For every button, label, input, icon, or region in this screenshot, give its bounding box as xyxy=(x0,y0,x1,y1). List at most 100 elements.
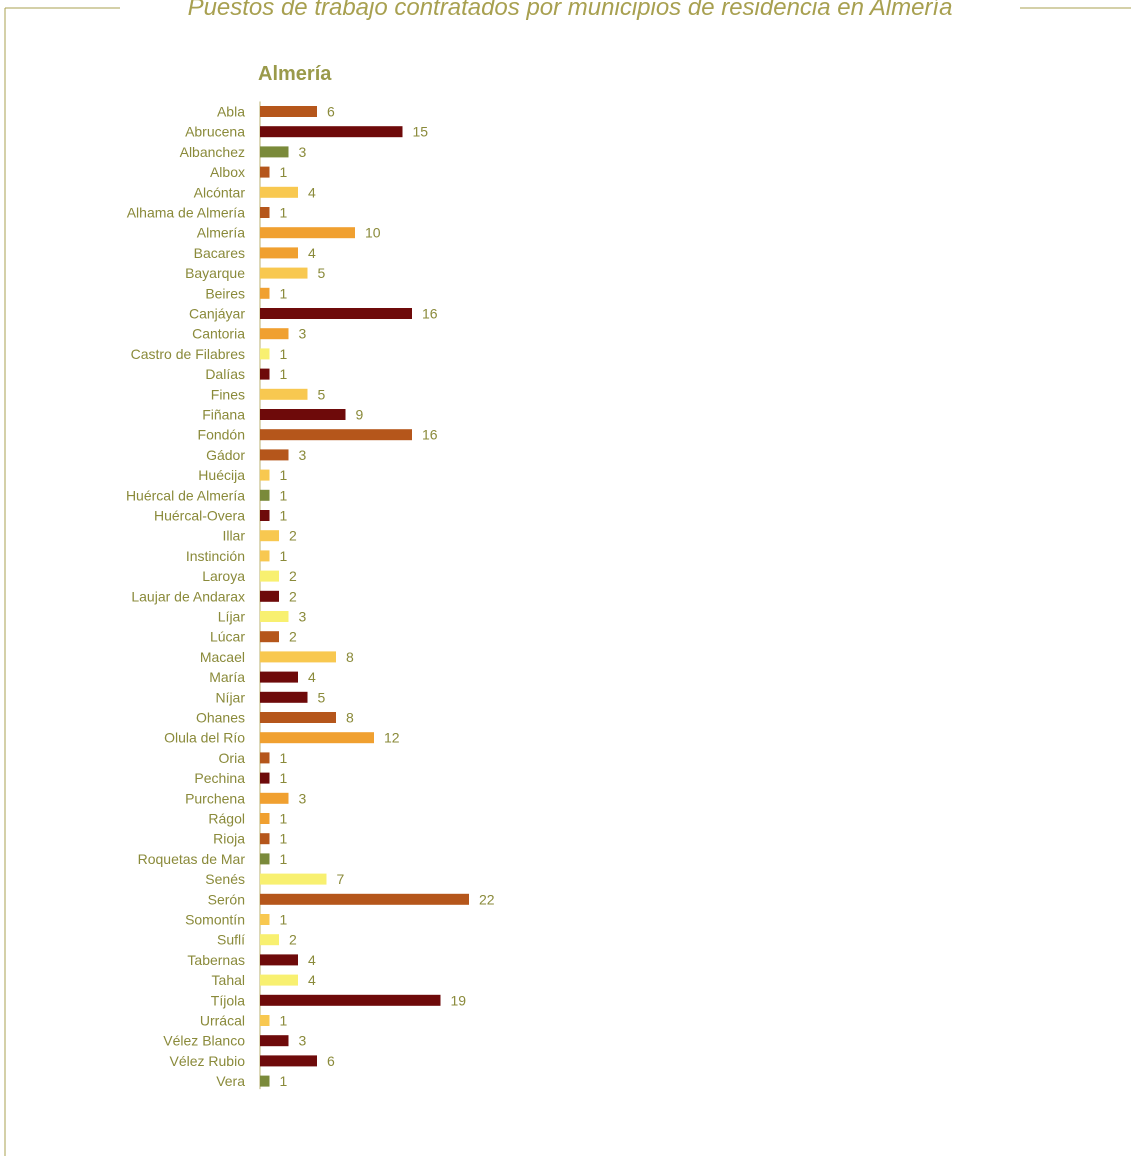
data-label: 8 xyxy=(346,710,354,726)
bar xyxy=(260,1035,289,1047)
data-label: 3 xyxy=(299,1033,307,1049)
category-label: Abrucena xyxy=(185,124,245,140)
category-label: Fiñana xyxy=(202,407,245,423)
data-label: 1 xyxy=(280,851,288,867)
data-label: 22 xyxy=(479,891,495,907)
category-label: Tíjola xyxy=(211,992,245,1008)
category-label: Macael xyxy=(200,649,245,665)
category-label: Rioja xyxy=(213,831,245,847)
data-label: 1 xyxy=(280,750,288,766)
bar xyxy=(260,287,270,299)
category-label: Senés xyxy=(205,871,245,887)
category-label: Albox xyxy=(210,164,245,180)
category-label: Serón xyxy=(208,891,245,907)
page-title: Puestos de trabajo contratados por munic… xyxy=(120,0,1020,22)
data-label: 1 xyxy=(280,1073,288,1089)
data-label: 1 xyxy=(280,205,288,221)
bar xyxy=(260,712,336,723)
category-label: Tahal xyxy=(212,972,245,988)
data-label: 6 xyxy=(327,104,335,120)
bar xyxy=(260,853,270,865)
data-label: 1 xyxy=(280,811,288,827)
bar xyxy=(260,671,298,683)
bar xyxy=(260,550,270,562)
data-label: 1 xyxy=(280,487,288,503)
category-label: Vera xyxy=(216,1073,245,1089)
data-label: 3 xyxy=(299,609,307,625)
bar xyxy=(260,772,270,784)
bar xyxy=(260,590,279,602)
category-label: Bacares xyxy=(194,245,245,261)
data-label: 2 xyxy=(289,528,297,544)
category-label: Cantoria xyxy=(192,326,245,342)
chart-title: Almería xyxy=(258,63,332,85)
bar xyxy=(260,651,336,663)
bar xyxy=(260,994,441,1006)
category-label: Albanchez xyxy=(180,144,245,160)
data-label: 1 xyxy=(280,1013,288,1029)
bar xyxy=(260,752,270,764)
category-label: Huércal-Overa xyxy=(154,508,245,524)
data-label: 3 xyxy=(299,144,307,160)
bar xyxy=(260,611,289,622)
category-label: Abla xyxy=(217,104,245,120)
bar xyxy=(260,469,270,481)
bar xyxy=(260,530,279,542)
category-label: Instinción xyxy=(186,548,245,564)
data-label: 2 xyxy=(289,568,297,584)
category-label: Illar xyxy=(222,528,245,544)
data-label: 6 xyxy=(327,1053,335,1069)
bar xyxy=(260,510,270,521)
category-label: Suflí xyxy=(217,932,245,948)
category-label: Tabernas xyxy=(187,952,245,968)
bar xyxy=(260,974,298,986)
bar xyxy=(260,186,298,198)
category-label: Somontín xyxy=(185,912,245,928)
category-label: Vélez Rubio xyxy=(170,1053,246,1069)
bar xyxy=(260,449,289,461)
data-label: 5 xyxy=(318,386,326,402)
bar xyxy=(260,489,270,501)
bar xyxy=(260,914,270,925)
data-label: 1 xyxy=(280,467,288,483)
category-label: Oria xyxy=(219,750,246,766)
bar xyxy=(260,247,298,259)
bar xyxy=(260,732,374,744)
bar xyxy=(260,328,289,340)
bar xyxy=(260,166,270,178)
data-label: 19 xyxy=(451,992,467,1008)
bar xyxy=(260,893,469,905)
bar xyxy=(260,570,279,582)
data-label: 1 xyxy=(280,366,288,382)
data-label: 4 xyxy=(308,952,316,968)
bar xyxy=(260,409,346,420)
bar xyxy=(260,873,327,885)
data-label: 10 xyxy=(365,225,381,241)
category-label: Fondón xyxy=(198,427,245,443)
category-label: Huércal de Almería xyxy=(126,487,245,503)
bar xyxy=(260,146,289,158)
data-label: 2 xyxy=(289,588,297,604)
category-label: Purchena xyxy=(185,790,245,806)
bar xyxy=(260,308,412,319)
category-label: Níjar xyxy=(215,689,245,705)
category-label: Rágol xyxy=(208,811,245,827)
category-label: Urrácal xyxy=(200,1013,245,1029)
category-label: Gádor xyxy=(206,447,245,463)
bar xyxy=(260,429,412,441)
category-label: Líjar xyxy=(218,609,246,625)
data-label: 1 xyxy=(280,346,288,362)
data-label: 1 xyxy=(280,164,288,180)
category-label: Bayarque xyxy=(185,265,245,281)
data-label: 2 xyxy=(289,629,297,645)
data-label: 3 xyxy=(299,790,307,806)
category-label: Olula del Río xyxy=(164,730,245,746)
bar xyxy=(260,348,270,360)
category-label: Vélez Blanco xyxy=(163,1033,245,1049)
data-label: 7 xyxy=(337,871,345,887)
bar xyxy=(260,388,308,400)
bar xyxy=(260,227,355,239)
category-label: Beires xyxy=(205,285,245,301)
bar xyxy=(260,267,308,279)
